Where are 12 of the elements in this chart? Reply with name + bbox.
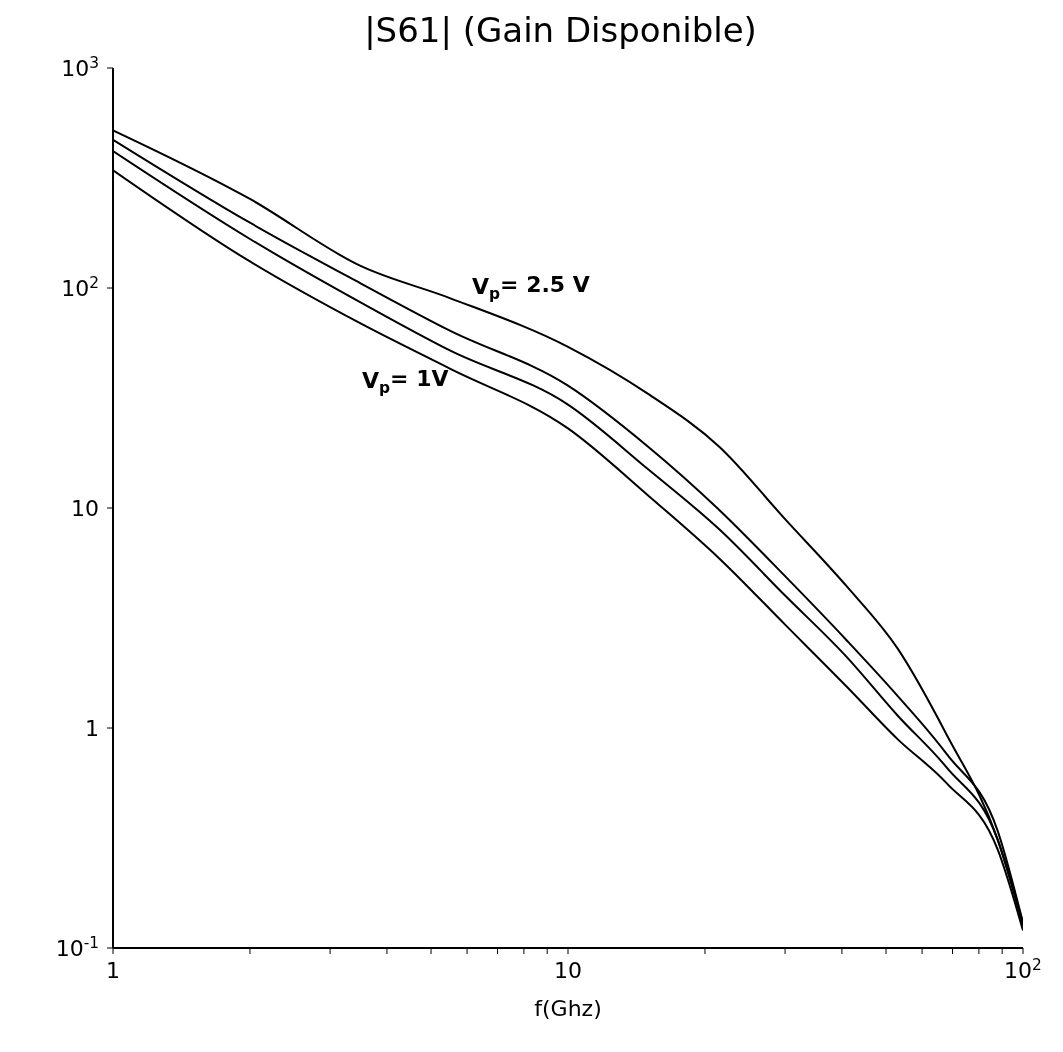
x-axis-title: f(Ghz) xyxy=(534,996,602,1021)
y-tick-label: 10$^{-1}$ xyxy=(55,934,99,961)
x-tick-label: 10 xyxy=(554,958,582,983)
y-tick-label: 10 xyxy=(71,496,99,521)
y-tick-label: 1 xyxy=(85,716,99,741)
annotation: V$_{p}$= 1V xyxy=(362,366,449,397)
annotation: V$_{p}$= 2.5 V xyxy=(472,272,590,303)
x-tick-label: 10$^{2}$ xyxy=(1004,956,1042,983)
y-tick-label: 10$^{2}$ xyxy=(61,274,99,301)
x-tick-label: 1 xyxy=(106,958,120,983)
chart-title: |S61| (Gain Disponible) xyxy=(363,10,758,50)
y-tick-label: 10$^{3}$ xyxy=(61,54,99,81)
